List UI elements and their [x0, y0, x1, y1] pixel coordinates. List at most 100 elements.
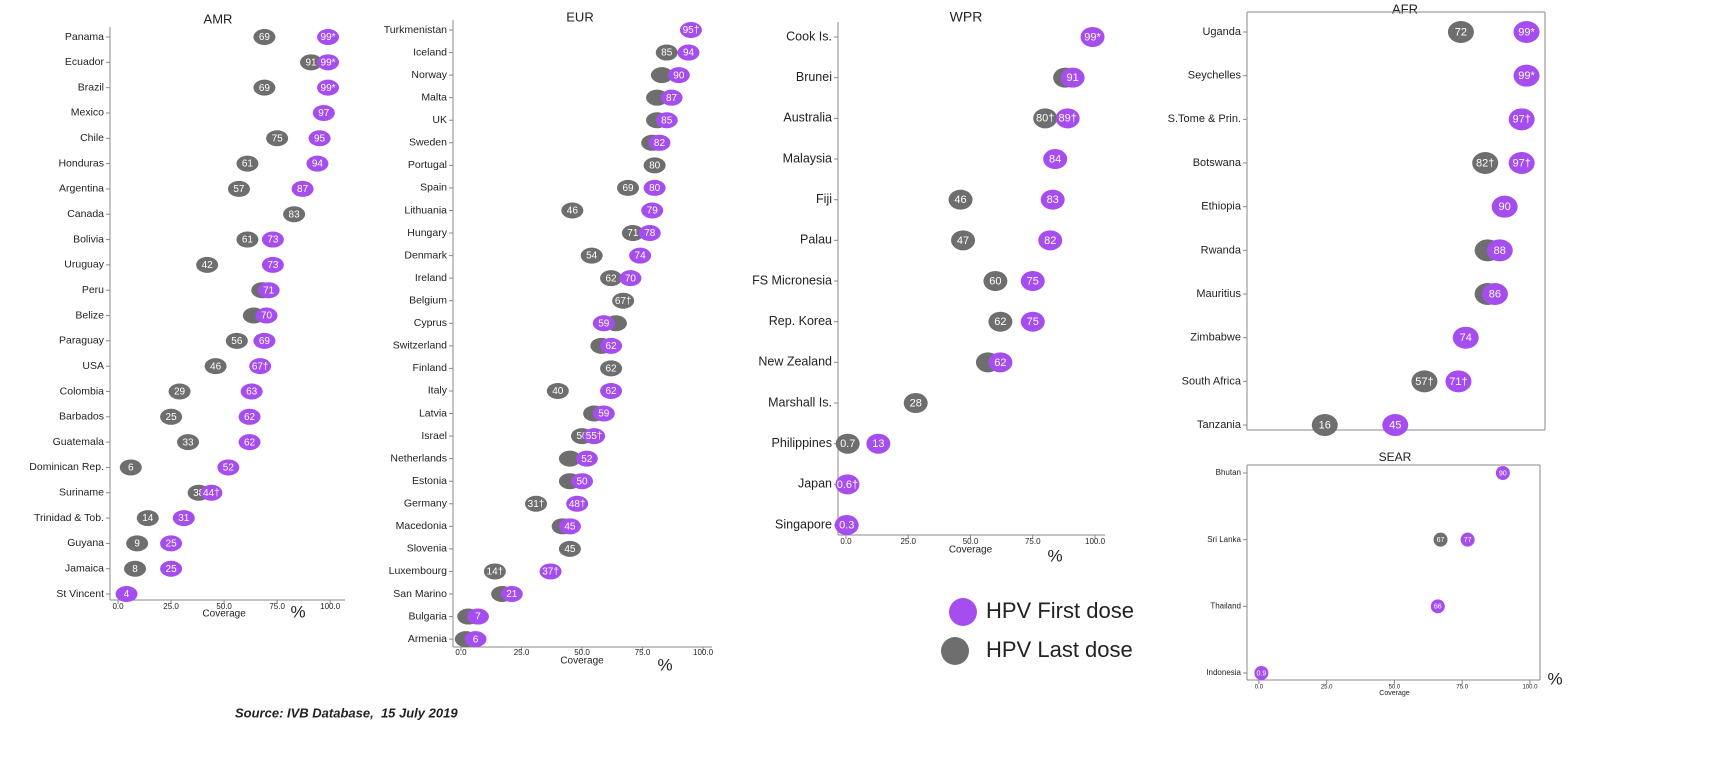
- category-label: Philippines: [772, 436, 832, 450]
- value-label: 6: [473, 634, 479, 645]
- category-label: Botswana: [1193, 157, 1242, 169]
- category-label: Mauritius: [1196, 288, 1241, 300]
- dot: [253, 79, 276, 96]
- value-label: 86: [1489, 288, 1501, 300]
- dot: [255, 307, 278, 324]
- value-label: 80: [649, 161, 661, 172]
- category-label: Belize: [75, 309, 104, 321]
- value-label: 74: [635, 251, 647, 262]
- category-label: New Zealand: [758, 355, 832, 369]
- x-tick-label: 50.0: [1389, 685, 1401, 691]
- category-label: Sweden: [409, 137, 447, 149]
- dot: [583, 428, 606, 445]
- dot: [483, 563, 506, 580]
- dot: [566, 495, 589, 512]
- value-label: 88: [1494, 245, 1506, 257]
- dot: [1055, 108, 1080, 129]
- value-label: 54: [586, 251, 598, 262]
- category-label: Slovenia: [407, 543, 447, 555]
- value-label: 57†: [1415, 376, 1433, 388]
- value-label: 62: [244, 437, 256, 448]
- x-tick-label: 25.0: [900, 537, 916, 546]
- dot: [227, 180, 250, 197]
- category-label: Panama: [65, 31, 104, 43]
- dot: [641, 202, 664, 219]
- category-label: Honduras: [58, 157, 104, 169]
- value-label: 48†: [569, 499, 586, 510]
- category-label: UK: [432, 114, 447, 126]
- value-label: 52: [223, 463, 235, 474]
- value-label: 82: [1044, 235, 1056, 247]
- value-label: 25: [166, 539, 178, 550]
- category-label: S.Tome & Prin.: [1168, 113, 1241, 125]
- dot: [119, 459, 142, 476]
- x-unit: %: [290, 602, 305, 621]
- value-label: 97†: [1512, 114, 1530, 126]
- value-label: 84: [1049, 153, 1061, 165]
- category-label: Thailand: [1210, 601, 1241, 610]
- category-label: Ecuador: [65, 56, 105, 68]
- dot: [1486, 239, 1513, 262]
- category-label: Fiji: [816, 192, 832, 206]
- value-label: 46: [954, 194, 966, 206]
- category-label: Denmark: [404, 249, 447, 261]
- dot: [1311, 414, 1338, 437]
- value-label: 67†: [252, 361, 269, 372]
- value-label: 28: [910, 397, 922, 409]
- dot: [283, 206, 306, 223]
- dot: [1452, 326, 1479, 349]
- value-label: 72: [1455, 26, 1467, 38]
- value-label: 29: [174, 387, 186, 398]
- category-label: Malta: [421, 91, 447, 103]
- value-label: 63: [246, 387, 258, 398]
- dot: [253, 29, 276, 45]
- legend-label: HPV Last dose: [986, 637, 1133, 662]
- value-label: 69: [622, 183, 634, 194]
- dot: [835, 433, 860, 454]
- value-label: 69: [259, 336, 271, 347]
- legend-swatch: [949, 598, 977, 626]
- dot: [160, 535, 183, 552]
- dot: [1382, 414, 1409, 437]
- category-label: Italy: [428, 385, 448, 397]
- dot: [660, 89, 683, 106]
- panel-title: AFR: [1392, 1, 1418, 16]
- dot: [951, 230, 976, 251]
- dot: [650, 67, 673, 84]
- dot: [835, 474, 860, 495]
- value-label: 77: [1464, 537, 1472, 544]
- dot: [1481, 283, 1508, 306]
- value-label: 89†: [1058, 113, 1076, 125]
- x-unit: %: [657, 655, 672, 674]
- value-label: 99*: [1518, 26, 1535, 38]
- value-label: 62: [994, 316, 1006, 328]
- value-label: 45: [564, 521, 576, 532]
- dot: [168, 383, 191, 400]
- dot: [592, 315, 615, 332]
- category-label: St Vincent: [56, 588, 104, 600]
- dot: [1508, 152, 1535, 175]
- dot: [677, 44, 700, 61]
- x-axis-label: Coverage: [202, 609, 246, 620]
- value-label: 67: [1437, 537, 1445, 544]
- value-label: 67†: [615, 296, 632, 307]
- dot: [204, 358, 227, 375]
- value-label: 44†: [203, 488, 220, 499]
- x-tick-label: 0.0: [840, 537, 852, 546]
- category-label: San Marino: [393, 588, 447, 600]
- dot: [464, 631, 487, 648]
- category-label: Indonesia: [1206, 668, 1241, 677]
- dot: [312, 104, 335, 121]
- x-tick-label: 100.0: [320, 602, 341, 611]
- legend-label: HPV First dose: [986, 598, 1134, 623]
- dot: [177, 434, 200, 451]
- value-label: 0.9: [1256, 670, 1266, 677]
- category-label: Jamaica: [65, 563, 104, 575]
- category-label: Singapore: [775, 517, 832, 531]
- dot: [291, 180, 314, 197]
- dot: [136, 510, 159, 527]
- dot: [1513, 64, 1540, 87]
- dot: [592, 405, 615, 422]
- value-label: 95: [314, 133, 326, 144]
